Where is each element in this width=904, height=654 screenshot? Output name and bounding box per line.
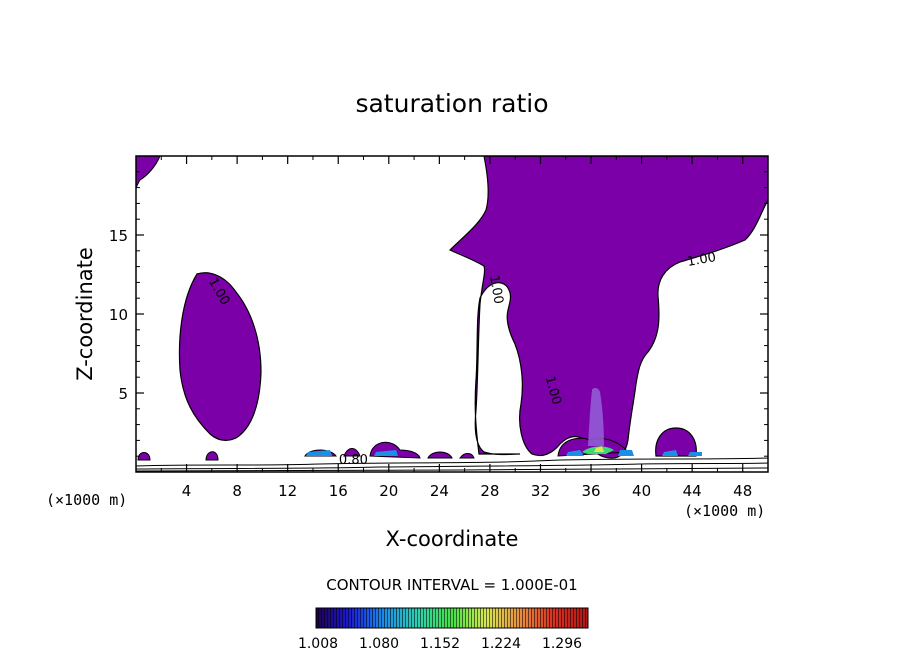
y-unit-label: (×1000 m)	[46, 491, 127, 509]
colorbar-label: 1.008	[298, 636, 338, 652]
y-tick-label: 10	[109, 306, 128, 324]
colorbar-label: 1.224	[481, 636, 521, 652]
x-tick-label: 44	[683, 482, 702, 500]
contour-interval-text: CONTOUR INTERVAL = 1.000E-01	[326, 576, 577, 594]
colorbar-label: 1.152	[420, 636, 460, 652]
x-tick-label: 32	[531, 482, 550, 500]
cloud-region-right	[448, 156, 768, 459]
x-axis-ticks: 4 8 12 16 20 24 28 32 36 40 44 48	[160, 156, 752, 500]
x-tick-label: 4	[182, 482, 192, 500]
y-axis-ticks: 5 10 15	[109, 171, 768, 457]
x-tick-label: 28	[480, 482, 499, 500]
cloud-region-left	[178, 272, 262, 441]
contour-0-70	[136, 462, 768, 470]
colorbar-label: 1.080	[359, 636, 399, 652]
cloud-region-small	[137, 451, 219, 461]
colorbar-frame	[315, 607, 589, 629]
colorbar-labels: 1.008 1.080 1.152 1.224 1.296	[298, 636, 582, 652]
x-tick-label: 36	[581, 482, 600, 500]
high-saturation-blue	[306, 450, 702, 456]
y-axis-label: Z-coordinate	[73, 247, 97, 381]
x-tick-label: 24	[430, 482, 449, 500]
colorbar	[315, 607, 589, 629]
cloud-region-cap	[655, 427, 697, 457]
y-tick-label: 5	[118, 385, 128, 403]
chart-title: saturation ratio	[355, 89, 548, 118]
x-unit-label: (×1000 m)	[684, 502, 765, 520]
high-saturation-yellow	[594, 446, 604, 452]
x-tick-label: 16	[329, 482, 348, 500]
contour-label: 1.00	[486, 274, 506, 305]
contour-0-60	[136, 467, 768, 472]
contour-label: 1.00	[542, 375, 564, 407]
colorbar-stripes	[316, 608, 588, 628]
x-tick-label: 12	[278, 482, 297, 500]
high-saturation-core	[588, 388, 604, 446]
contour-label: 1.00	[686, 250, 717, 270]
contour-0-80	[136, 457, 768, 467]
filled-regions	[136, 156, 768, 472]
x-tick-label: 48	[733, 482, 752, 500]
x-tick-label: 40	[632, 482, 651, 500]
colorbar-label: 1.296	[542, 636, 582, 652]
x-tick-label: 8	[232, 482, 242, 500]
x-axis-label: X-coordinate	[386, 527, 519, 551]
y-tick-label: 15	[109, 227, 128, 245]
x-tick-label: 20	[379, 482, 398, 500]
contour-label: 0.80	[339, 453, 368, 468]
